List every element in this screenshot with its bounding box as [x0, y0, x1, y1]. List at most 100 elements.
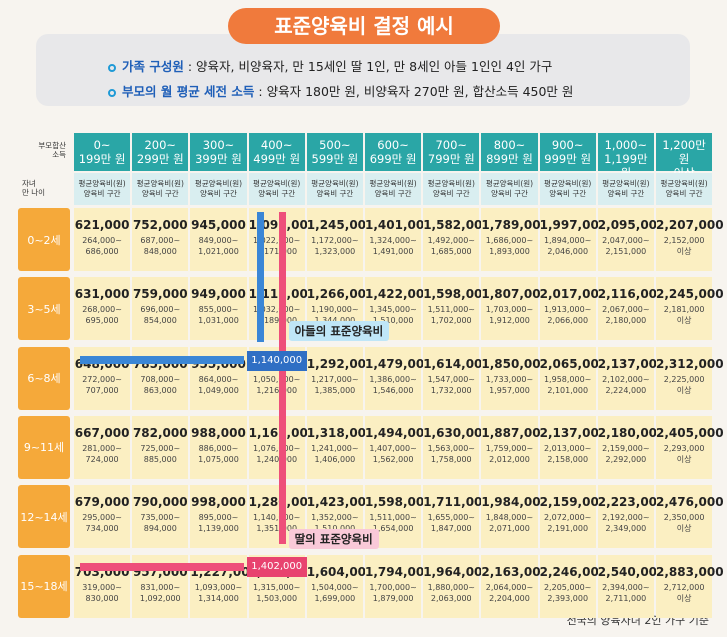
subheader-line: 양육비 구간 [549, 189, 587, 198]
column-header-line: 599만 원 [311, 152, 359, 166]
cost-range: 1,655,000~ 1,847,000 [423, 512, 479, 534]
cell: 1,422,000 1,345,000~ 1,510,000 [365, 277, 433, 341]
cost-range: 708,000~ 863,000 [132, 374, 188, 396]
average-cost: 1,614,000 [423, 356, 491, 371]
row-label: 6~8세 [18, 346, 70, 410]
average-cost: 1,280,000 [249, 495, 317, 509]
cost-range-line: 1,093,000~ [194, 582, 243, 592]
cell: 631,000 268,000~ 695,000 [74, 277, 131, 341]
average-cost: 667,000 [74, 425, 130, 440]
callout: 아들의 표준양육비 [288, 321, 390, 341]
cost-range: 264,000~ 686,000 [74, 235, 130, 257]
cost-range-line: 1,699,000 [314, 593, 356, 603]
cost-range-line: 1,686,000~ [485, 236, 534, 245]
cell: 1,997,000 1,894,000~ 2,046,000 [539, 208, 608, 271]
corner-bottom: 자녀 만 나이 [18, 173, 70, 205]
cost-range-line: 1,139,000 [198, 524, 239, 534]
cost-range-line: 686,000 [85, 247, 119, 256]
average-cost: 782,000 [132, 425, 188, 440]
average-cost: 2,116,000 [597, 287, 666, 302]
cell: 1,630,000 1,563,000~ 1,758,000 [423, 415, 491, 479]
cost-range: 1,733,000~ 1,957,000 [481, 374, 537, 396]
cost-range: 1,703,000~ 1,912,000 [481, 304, 537, 326]
cost-range-line: 1,703,000~ [485, 305, 534, 315]
cost-range: 295,000~ 734,000 [74, 512, 130, 534]
average-cost: 1,318,000 [306, 425, 375, 440]
cost-range-line: 2,292,000 [605, 454, 647, 464]
cost-range-line: 1,880,000~ [427, 582, 475, 592]
cost-range: 2,293,000 이상 [656, 443, 712, 465]
row-label: 3~5세 [18, 277, 70, 341]
cost-range-line: 1,847,000 [430, 524, 472, 534]
cost-range: 1,352,000~1,510,000 [307, 512, 363, 534]
cost-range-line: 848,000 [143, 247, 177, 256]
column-header-line: 0~ [93, 138, 111, 152]
cost-range-line: 2,067,000~ [602, 305, 650, 315]
subheader-line: 평균양육비(원) [660, 179, 708, 188]
cell: 988,000 886,000~ 1,075,000 [190, 415, 247, 479]
corner-text: 소득 [52, 150, 66, 159]
cost-range-line: 1,510,000 [307, 523, 363, 534]
subheader: 평균양육비(원) 양육비 구간 [539, 173, 596, 205]
cell: 2,116,000 2,067,000~ 2,180,000 [597, 277, 666, 341]
cost-range-line: 295,000~ [82, 513, 122, 523]
cost-range-line: 1,562,000 [372, 454, 414, 464]
cost-range-line: 1,511,000~ [427, 305, 475, 315]
cost-range-line: 2,180,000 [605, 316, 647, 326]
average-cost: 1,997,000 [539, 218, 608, 232]
cell: 1,494,000 1,407,000~ 1,562,000 [365, 415, 433, 479]
cell: 1,582,000 1,492,000~ 1,685,000 [423, 208, 491, 271]
average-cost: 621,000 [74, 218, 130, 232]
cell: 1,163,000 1,076,000~1,240,000 [248, 415, 317, 479]
cell: 2,405,000 2,293,000 이상 [656, 415, 724, 479]
cost-range: 1,563,000~ 1,758,000 [423, 443, 479, 465]
cost-range-line: 1,685,000 [430, 247, 472, 256]
cost-range-line: 695,000 [85, 316, 119, 326]
cost-range-line: 1,758,000 [430, 454, 472, 464]
title: 표준양육비 결정 예시 [228, 8, 500, 44]
cost-range-line: 1,407,000~ [369, 443, 417, 453]
cost-range-line: 319,000~ [82, 582, 122, 592]
average-cost: 790,000 [132, 495, 188, 510]
callout: 딸의 표준양육비 [288, 529, 379, 549]
column-header-line: 600~ [377, 138, 409, 152]
cell: 1,598,000 1,511,000~ 1,702,000 [423, 277, 491, 341]
info-box: 가족 구성원 : 양육자, 비양육자, 만 15세인 딸 1인, 만 8세인 아… [36, 34, 690, 106]
average-cost: 1,163,000 [249, 426, 317, 440]
cell: 2,065,000 1,958,000~ 2,101,000 [539, 346, 607, 410]
cost-range: 687,000~ 848,000 [132, 235, 188, 257]
cell: 759,000 696,000~ 854,000 [132, 277, 189, 341]
column-header-line: 900~ [551, 138, 584, 152]
average-cost: 2,163,000 [481, 564, 549, 579]
cell: 998,000 895,000~ 1,139,000 [190, 485, 247, 549]
cost-range-line: 2,101,000 [547, 385, 589, 395]
cell: 2,137,000 2,013,000~ 2,158,000 [539, 415, 607, 479]
cost-range-line: 1,510,000 [372, 316, 414, 326]
cell: 1,604,000 1,504,000~ 1,699,000 [306, 554, 374, 618]
column-header: 600~ 699만 원 [365, 133, 422, 171]
cost-range: 272,000~ 707,000 [74, 374, 130, 396]
cost-range-line: 1,912,000 [489, 316, 530, 326]
cost-range-line: 1,323,000 [314, 247, 356, 256]
column-header-line: 500~ [319, 138, 351, 152]
subheader-line: 평균양육비(원) [194, 179, 243, 188]
cell: 2,180,000 2,159,000~ 2,292,000 [597, 415, 665, 479]
info-text: : 양육자 180만 원, 비양육자 270만 원, 합산소득 450만 원 [258, 84, 574, 99]
highlight-value: 1,402,000 [251, 561, 303, 572]
cost-range-line: 1,315,000~ [252, 582, 301, 592]
cost-range: 1,848,000~ 2,071,000 [481, 512, 537, 534]
cost-range: 895,000~ 1,139,000 [190, 512, 246, 534]
cost-range-line: 855,000~ [198, 305, 239, 315]
column-header-line: 300~ [202, 138, 235, 152]
column-header: 300~ 399만 원 [190, 133, 247, 171]
cost-range: 2,350,000 이상 [656, 512, 712, 534]
cost-range-line: 863,000 [143, 385, 177, 395]
cost-range: 319,000~ 830,000 [74, 582, 130, 604]
cost-range: 696,000~ 854,000 [132, 304, 188, 326]
cost-range: 1,958,000~ 2,101,000 [540, 374, 596, 396]
column-header-line: 399만 원 [195, 152, 242, 166]
average-cost: 1,964,000 [423, 564, 491, 579]
cost-range-line: 1,049,000 [198, 385, 239, 395]
highlight-value: 1,140,000 [251, 355, 303, 366]
cost-range: 1,032,000~ 1,189,000 [249, 304, 305, 326]
